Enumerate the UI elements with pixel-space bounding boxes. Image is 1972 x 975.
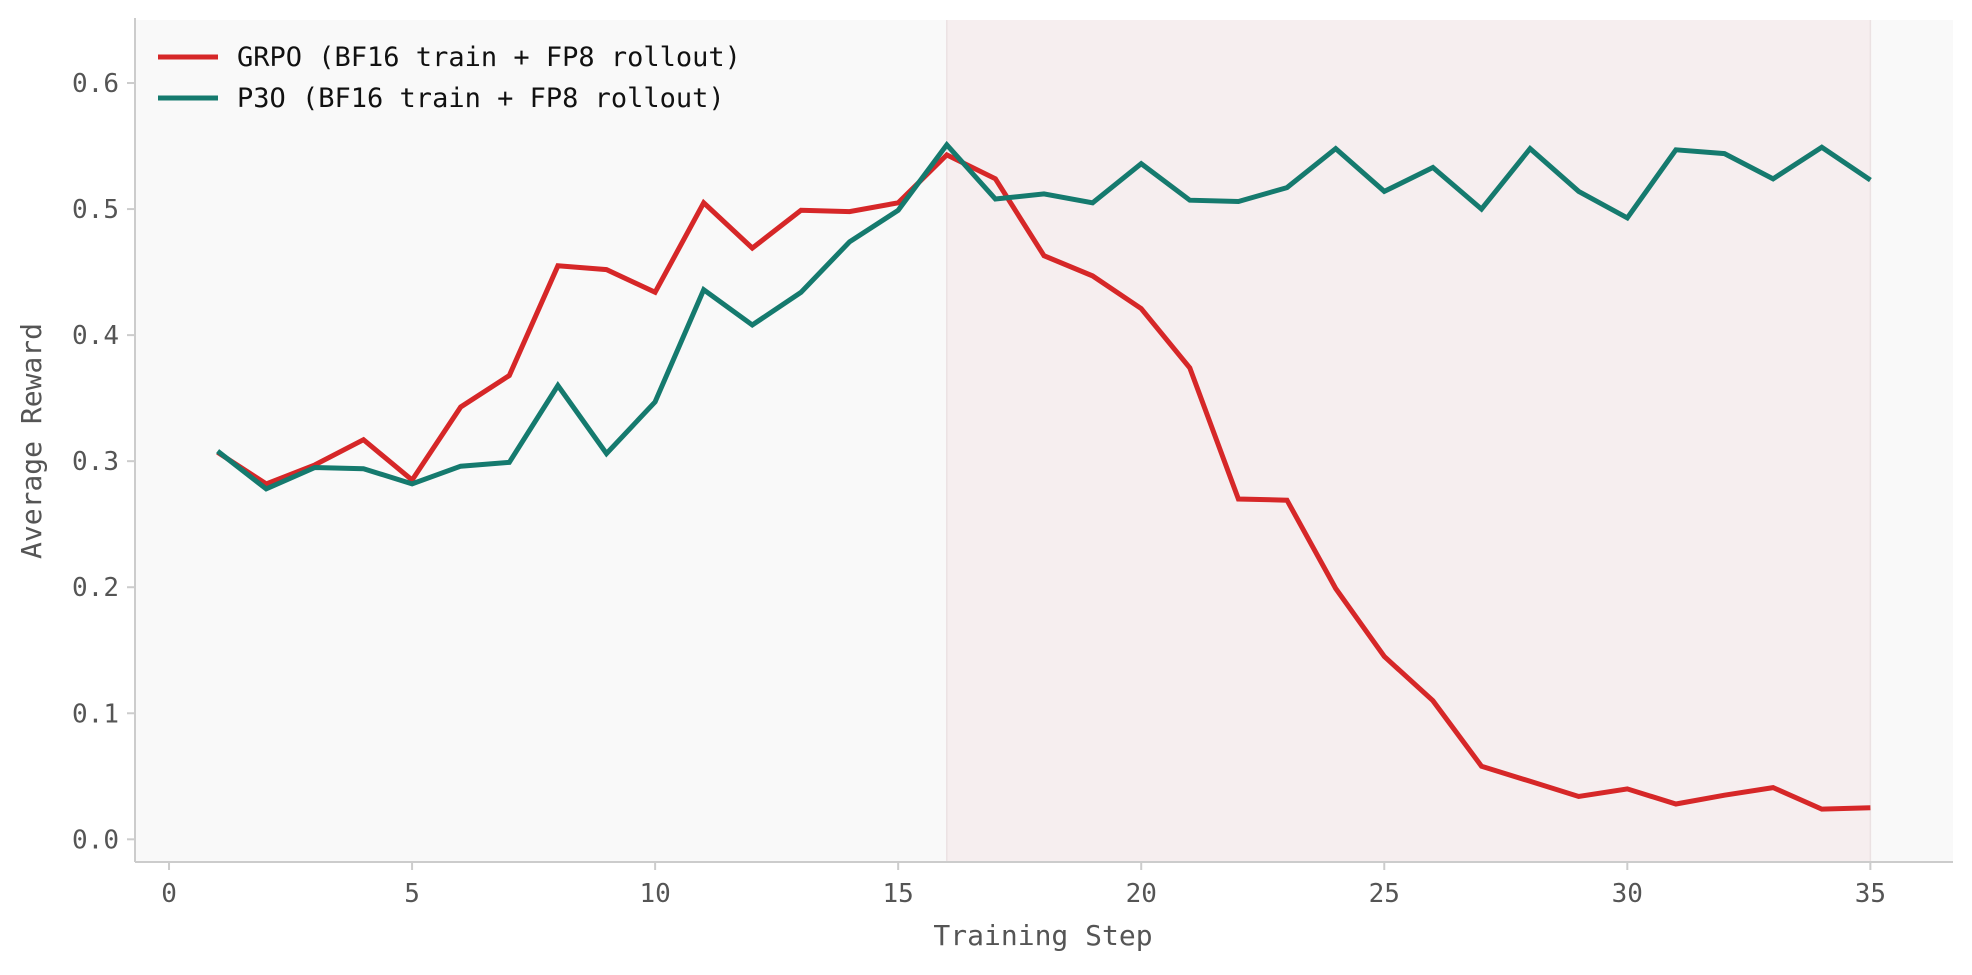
y-tick-label: 0.6: [72, 69, 119, 99]
x-tick-label: 15: [883, 879, 914, 909]
y-tick-label: 0.2: [72, 573, 119, 603]
series-layer: [216, 140, 1872, 812]
x-tick-label: 10: [639, 879, 670, 909]
y-tick-label: 0.5: [72, 195, 119, 225]
legend-label: GRPO (BF16 train + FP8 rollout): [237, 42, 741, 73]
series-line-p3o: [216, 140, 1872, 492]
shaded-region: [946, 20, 1871, 862]
x-tick-label: 25: [1369, 879, 1400, 909]
x-tick-label: 30: [1612, 879, 1643, 909]
series-line-grpo: [216, 151, 1871, 812]
y-axis-label: Average Reward: [15, 323, 48, 559]
x-axis-label: Training Step: [933, 919, 1152, 952]
y-tick-label: 0.4: [72, 321, 119, 351]
y-tick-label: 0.0: [72, 825, 119, 855]
x-tick-label: 35: [1855, 879, 1886, 909]
y-tick-label: 0.3: [72, 447, 119, 477]
x-tick-label: 5: [404, 879, 420, 909]
y-ticks: 0.0 0.1 0.2 0.3 0.4 0.5 0.6: [72, 69, 135, 855]
legend: GRPO (BF16 train + FP8 rollout) P3O (BF16…: [158, 42, 741, 114]
y-tick-label: 0.1: [72, 699, 119, 729]
x-tick-label: 20: [1126, 879, 1157, 909]
x-tick-label: 0: [161, 879, 177, 909]
legend-label: P3O (BF16 train + FP8 rollout): [237, 83, 725, 114]
x-ticks: 0 5 10 15 20 25 30 35: [161, 862, 1886, 909]
